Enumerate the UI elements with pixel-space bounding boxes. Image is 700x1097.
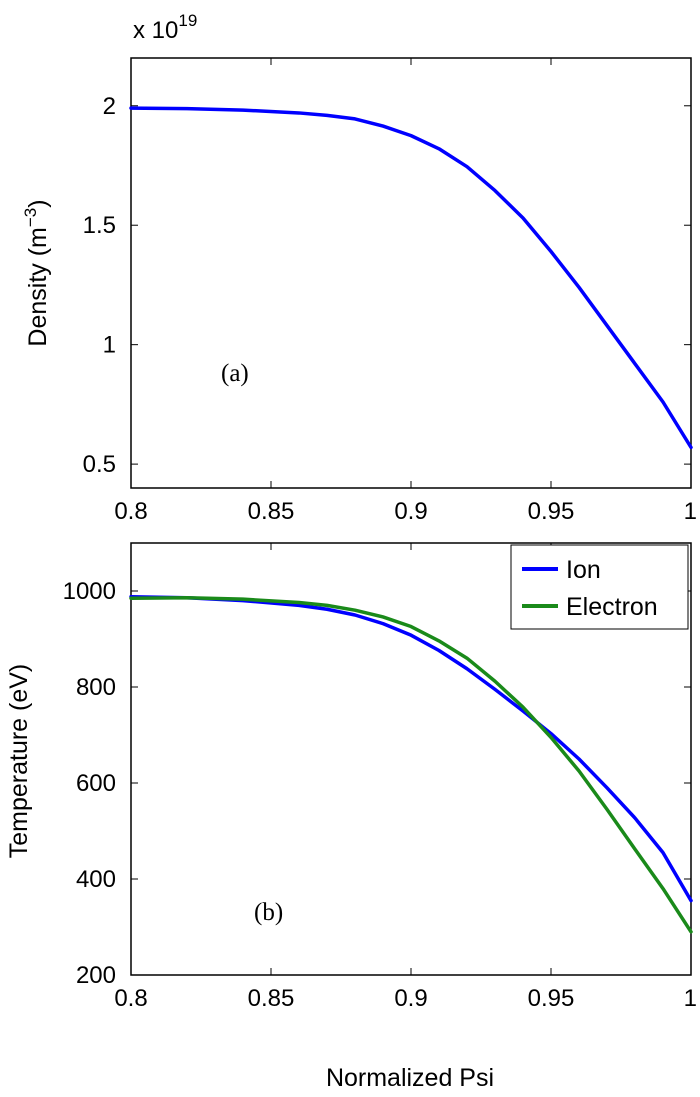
legend-box [510, 544, 689, 630]
temperature-y-axis-label: Temperature (eV) [5, 664, 33, 859]
temperature-xtick-label: 0.85 [248, 985, 295, 1012]
temperature-xtick-label: 0.8 [114, 985, 147, 1012]
density-ticks: 0.8 0.85 0.9 0.95 1 0.5 1 1.5 2 [83, 58, 697, 525]
density-xtick-label: 0.85 [248, 498, 295, 525]
legend-entry-electron: Electron [566, 593, 658, 621]
density-ytick-label: 1 [103, 332, 116, 359]
temperature-ytick-label: 600 [76, 770, 116, 797]
density-exponent-power: 19 [178, 11, 197, 30]
temperature-xtick-label: 0.95 [528, 985, 575, 1012]
temperature-legend: Ion Electron [510, 544, 689, 630]
density-series [129, 106, 693, 450]
density-xtick-label: 1 [684, 498, 697, 525]
density-y-axis-unit-power: −3 [21, 208, 40, 227]
panel-label-b: (b) [254, 899, 283, 926]
temperature-ticks: 0.8 0.85 0.9 0.95 1 200 400 600 800 1000 [63, 543, 697, 1012]
density-xtick-label: 0.8 [114, 498, 147, 525]
ion-series-line [129, 595, 693, 903]
density-y-axis-label-close: ) [24, 199, 52, 207]
density-exponent-label: x 1019 [133, 11, 197, 44]
density-series-line [129, 106, 693, 450]
density-xtick-label: 0.95 [528, 498, 575, 525]
temperature-ytick-label: 200 [76, 962, 116, 989]
temperature-ytick-label: 1000 [63, 578, 116, 605]
density-ytick-label: 2 [103, 93, 116, 120]
temperature-ytick-label: 400 [76, 866, 116, 893]
temperature-panel: 0.8 0.85 0.9 0.95 1 200 400 600 800 1000 Temperat… [5, 542, 697, 1092]
density-panel: 0.8 0.85 0.9 0.95 1 0.5 1 1.5 2 x 1019 Density (… [21, 11, 697, 525]
density-xtick-label: 0.9 [394, 498, 427, 525]
density-plot-area [130, 57, 692, 489]
temperature-series [129, 595, 693, 934]
temperature-ytick-label: 800 [76, 674, 116, 701]
legend-entry-ion: Ion [566, 556, 601, 584]
density-y-axis-label: Density (m−3) [21, 199, 52, 346]
temperature-xtick-label: 1 [684, 985, 697, 1012]
temperature-x-axis-label: Normalized Psi [326, 1064, 494, 1092]
panel-label-a: (a) [221, 360, 249, 387]
density-ytick-label: 1.5 [83, 212, 116, 239]
electron-series-line [129, 595, 693, 934]
density-ytick-label: 0.5 [83, 451, 116, 478]
temperature-xtick-label: 0.9 [394, 985, 427, 1012]
